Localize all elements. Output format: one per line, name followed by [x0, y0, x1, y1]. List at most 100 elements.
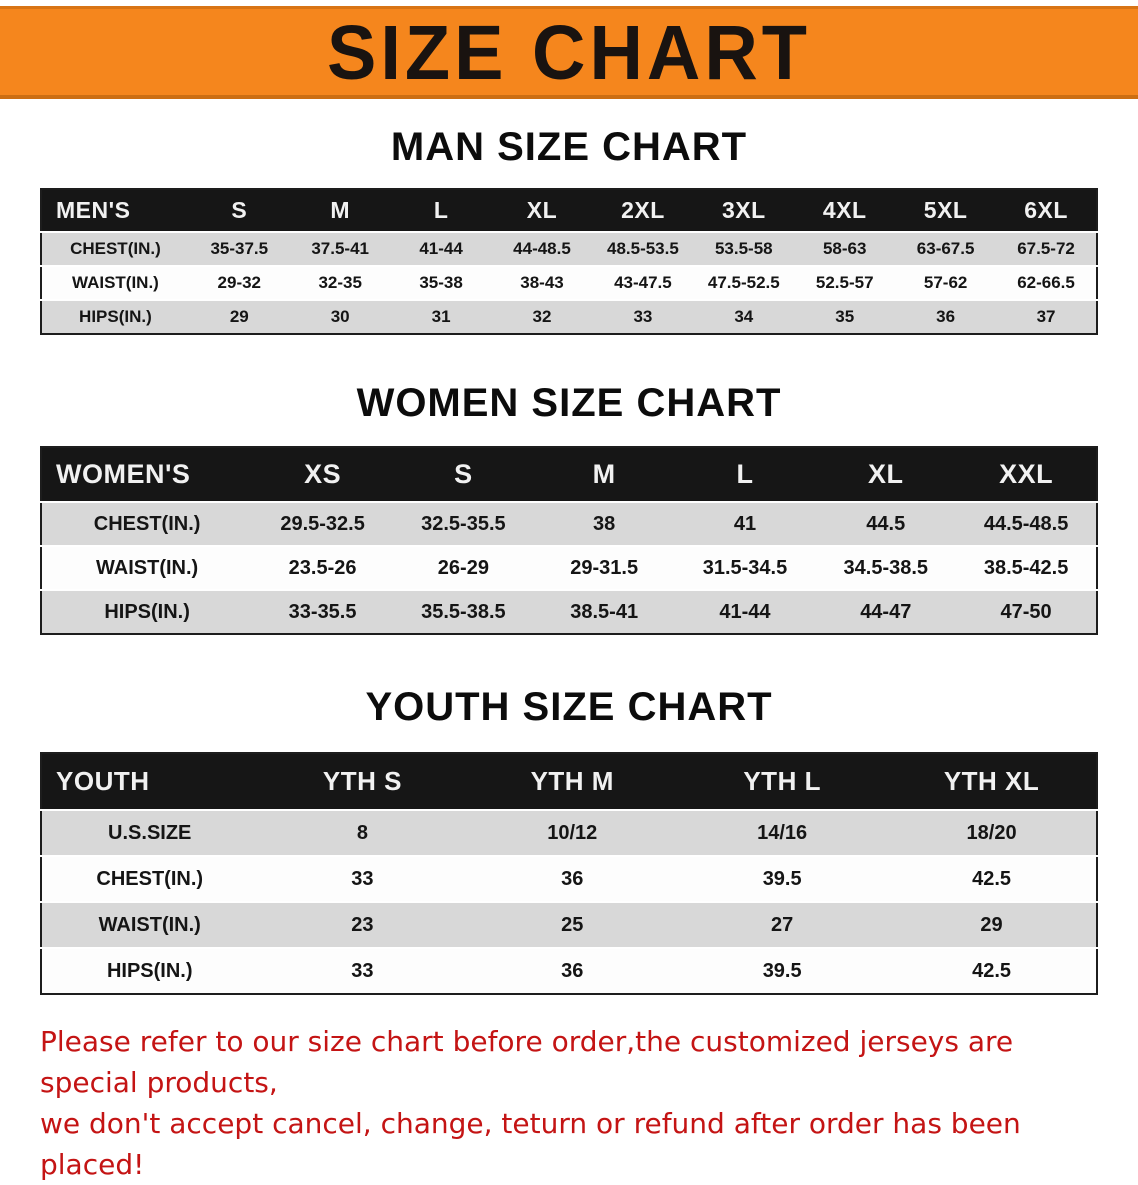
value-cell: 63-67.5 [916, 239, 975, 258]
size-header-cell: S [392, 447, 534, 502]
value-cell: 10/12 [547, 821, 598, 844]
size-header-cell: 5XL [895, 189, 997, 232]
value-cell: 38-43 [520, 273, 564, 292]
value-cell: 31 [431, 307, 451, 326]
size-header-cell: YTH M [467, 753, 678, 810]
table-row: U.S.SIZE 8 10/12 14/16 18/20 [41, 810, 1097, 856]
value-cell: 53.5-58 [714, 239, 773, 258]
value-cell: 29-32 [217, 273, 262, 292]
banner: SIZE CHART [0, 6, 1138, 99]
value-cell: 29.5-32.5 [280, 512, 365, 535]
value-cell: 18/20 [966, 821, 1017, 844]
table-row: HIPS(IN.) 33-35.5 35.5-38.5 38.5-41 41-44 44-… [41, 590, 1097, 634]
size-chart-page: SIZE CHART MAN SIZE CHART MEN'S S M L XL 2XL 3… [0, 6, 1138, 1185]
value-cell: 23.5-26 [288, 556, 357, 579]
value-cell: 35-38 [419, 273, 463, 292]
table-row: WAIST(IN.) 23 25 27 29 [41, 902, 1097, 948]
size-header-cell: 4XL [794, 189, 896, 232]
row-label-cell: CHEST(IN.) [96, 867, 204, 890]
value-cell: 36 [936, 307, 956, 326]
value-cell: 29 [229, 307, 249, 326]
size-header-cell: 6XL [996, 189, 1097, 232]
size-header-cell: M [289, 189, 391, 232]
value-cell: 26-29 [437, 556, 489, 579]
table-row: CHEST(IN.) 35-37.5 37.5-41 41-44 44-48.5 48.5… [41, 232, 1097, 266]
value-cell: 52.5-57 [815, 273, 874, 292]
youth-section: YOUTH SIZE CHART YOUTH YTH S YTH M YTH L YTH… [0, 685, 1138, 995]
value-cell: 62-66.5 [1017, 273, 1075, 292]
size-header-cell: 3XL [693, 189, 795, 232]
value-cell: 35.5-38.5 [421, 600, 506, 623]
value-cell: 38.5-41 [570, 600, 639, 623]
value-cell: 34 [734, 307, 754, 326]
table-header-row: YOUTH YTH S YTH M YTH L YTH XL [41, 753, 1097, 810]
size-header-cell: L [674, 447, 816, 502]
row-label-cell: CHEST(IN.) [93, 512, 201, 535]
size-header-cell: YTH S [257, 753, 468, 810]
row-label-cell: U.S.SIZE [108, 821, 192, 844]
value-cell: 34.5-38.5 [843, 556, 929, 579]
value-cell: 36 [561, 959, 584, 982]
value-cell: 47-50 [1000, 600, 1052, 623]
value-cell: 30 [330, 307, 350, 326]
table-header-row: MEN'S S M L XL 2XL 3XL 4XL 5XL 6XL [41, 189, 1097, 232]
size-header-cell: XXL [956, 447, 1097, 502]
size-header-cell: L [390, 189, 492, 232]
value-cell: 42.5 [972, 959, 1012, 982]
size-header-cell: YTH XL [887, 753, 1097, 810]
value-cell: 44-47 [860, 600, 912, 623]
men-table-wrap: MEN'S S M L XL 2XL 3XL 4XL 5XL 6XL CHEST(IN.) 35-37… [40, 188, 1098, 335]
value-cell: 33 [633, 307, 653, 326]
value-cell: 44.5-48.5 [983, 512, 1069, 535]
value-cell: 29-31.5 [570, 556, 639, 579]
row-label-cell: WAIST(IN.) [95, 556, 199, 579]
value-cell: 41-44 [419, 239, 463, 258]
value-cell: 36 [561, 867, 584, 890]
value-cell: 33 [351, 959, 374, 982]
table-title-cell: MEN'S [41, 189, 189, 232]
table-row: WAIST(IN.) 23.5-26 26-29 29-31.5 31.5-34.5 34… [41, 546, 1097, 590]
row-label-cell: HIPS(IN.) [79, 307, 152, 326]
value-cell: 43-47.5 [614, 273, 672, 292]
value-cell: 42.5 [972, 867, 1012, 890]
size-header-cell: XS [252, 447, 393, 502]
row-label-cell: WAIST(IN.) [98, 913, 201, 936]
value-cell: 25 [561, 913, 584, 936]
row-label-cell: HIPS(IN.) [106, 959, 193, 982]
row-label-cell: CHEST(IN.) [70, 239, 161, 258]
value-cell: 33 [351, 867, 374, 890]
value-cell: 41 [733, 512, 757, 535]
disclaimer-line-2: we don't accept cancel, change, teturn o… [40, 1107, 1021, 1181]
value-cell: 23 [351, 913, 374, 936]
men-section: MAN SIZE CHART MEN'S S M L XL 2XL 3XL 4XL 5XL 6XL… [0, 125, 1138, 335]
women-size-table: WOMEN'S XS S M L XL XXL CHEST(IN.) 29.5-32.5 32.5… [40, 446, 1098, 635]
value-cell: 37.5-41 [311, 239, 370, 258]
value-cell: 35 [835, 307, 855, 326]
value-cell: 58-63 [822, 239, 867, 258]
value-cell: 32-35 [318, 273, 362, 292]
value-cell: 8 [356, 821, 368, 844]
value-cell: 48.5-53.5 [606, 239, 679, 258]
table-header-row: WOMEN'S XS S M L XL XXL [41, 447, 1097, 502]
value-cell: 37 [1036, 307, 1056, 326]
youth-table-wrap: YOUTH YTH S YTH M YTH L YTH XL U.S.SIZE 8 10/12… [40, 752, 1098, 995]
row-label-cell: WAIST(IN.) [71, 273, 159, 292]
women-section: WOMEN SIZE CHART WOMEN'S XS S M L XL XXL CHEST(… [0, 381, 1138, 635]
disclaimer-line-1: Please refer to our size chart before or… [40, 1025, 1014, 1099]
youth-size-table: YOUTH YTH S YTH M YTH L YTH XL U.S.SIZE 8 10/12… [40, 752, 1098, 995]
men-section-heading: MAN SIZE CHART [390, 125, 748, 169]
value-cell: 67.5-72 [1017, 239, 1075, 258]
size-header-cell: XL [815, 447, 957, 502]
value-cell: 39.5 [762, 959, 802, 982]
value-cell: 32.5-35.5 [421, 512, 506, 535]
women-section-heading: WOMEN SIZE CHART [356, 381, 782, 425]
value-cell: 31.5-34.5 [702, 556, 788, 579]
value-cell: 29 [980, 913, 1003, 936]
size-header-cell: XL [491, 189, 593, 232]
men-size-table: MEN'S S M L XL 2XL 3XL 4XL 5XL 6XL CHEST(IN.) 35-37… [40, 188, 1098, 335]
value-cell: 38 [593, 512, 616, 535]
size-header-cell: YTH L [677, 753, 888, 810]
table-title-cell: WOMEN'S [41, 447, 253, 502]
value-cell: 38.5-42.5 [983, 556, 1069, 579]
value-cell: 41-44 [719, 600, 771, 623]
